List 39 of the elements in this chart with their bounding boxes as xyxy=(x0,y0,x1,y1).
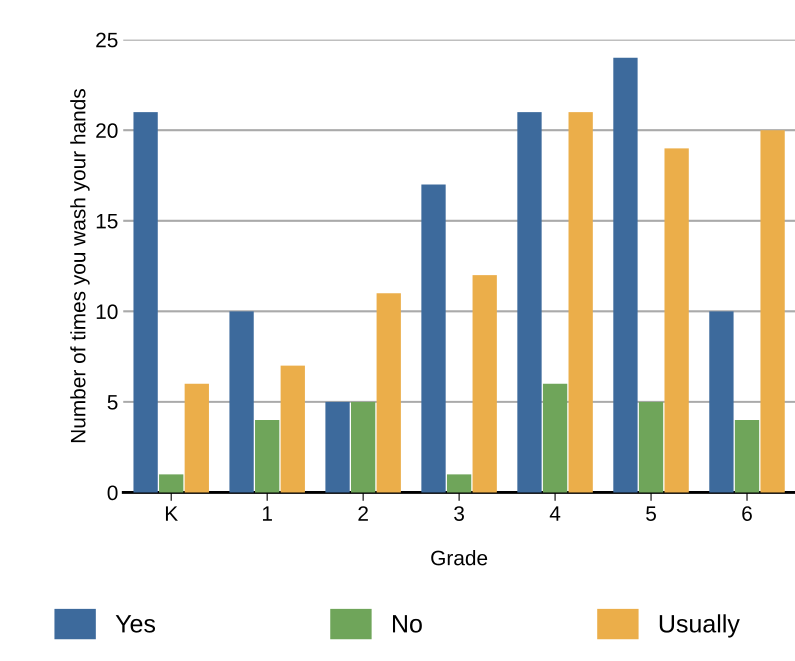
bar xyxy=(184,384,209,492)
bar xyxy=(280,366,305,492)
bar xyxy=(446,474,472,492)
bar xyxy=(568,112,593,492)
bar xyxy=(638,402,664,492)
y-axis-title: Number of times you wash your hands xyxy=(70,89,90,442)
bar xyxy=(133,112,158,492)
bar xyxy=(517,112,542,492)
y-tick-label: 5 xyxy=(108,395,118,410)
y-tick-label: 0 xyxy=(108,485,118,500)
y-tick-label: 10 xyxy=(96,304,118,320)
x-tick-label: 3 xyxy=(454,506,464,521)
legend-label: Usually xyxy=(660,614,740,638)
legend-label: Yes xyxy=(116,615,156,633)
bar xyxy=(255,420,280,492)
bar xyxy=(159,474,184,492)
x-axis-title: Grade xyxy=(431,550,488,566)
bar xyxy=(709,311,734,492)
x-tick-label: 1 xyxy=(262,506,272,521)
legend-label: No xyxy=(392,615,422,633)
x-tick-label: 4 xyxy=(550,506,560,521)
y-tick-label: 15 xyxy=(96,214,118,229)
bar xyxy=(350,402,376,492)
bar xyxy=(664,148,689,492)
x-tick-label: 2 xyxy=(358,506,368,521)
bar xyxy=(421,184,446,492)
x-tick-label: K xyxy=(166,506,178,521)
bar xyxy=(325,402,350,492)
bar xyxy=(472,275,497,492)
bar xyxy=(734,420,760,492)
y-tick-label: 20 xyxy=(96,123,118,138)
x-tick-label: 5 xyxy=(646,506,656,521)
y-tick-label: 25 xyxy=(96,32,118,48)
bar xyxy=(229,311,254,492)
x-tick-label: 6 xyxy=(742,506,752,521)
bar xyxy=(542,384,568,492)
bar xyxy=(376,293,401,492)
bar xyxy=(613,58,638,492)
bar xyxy=(760,130,785,492)
